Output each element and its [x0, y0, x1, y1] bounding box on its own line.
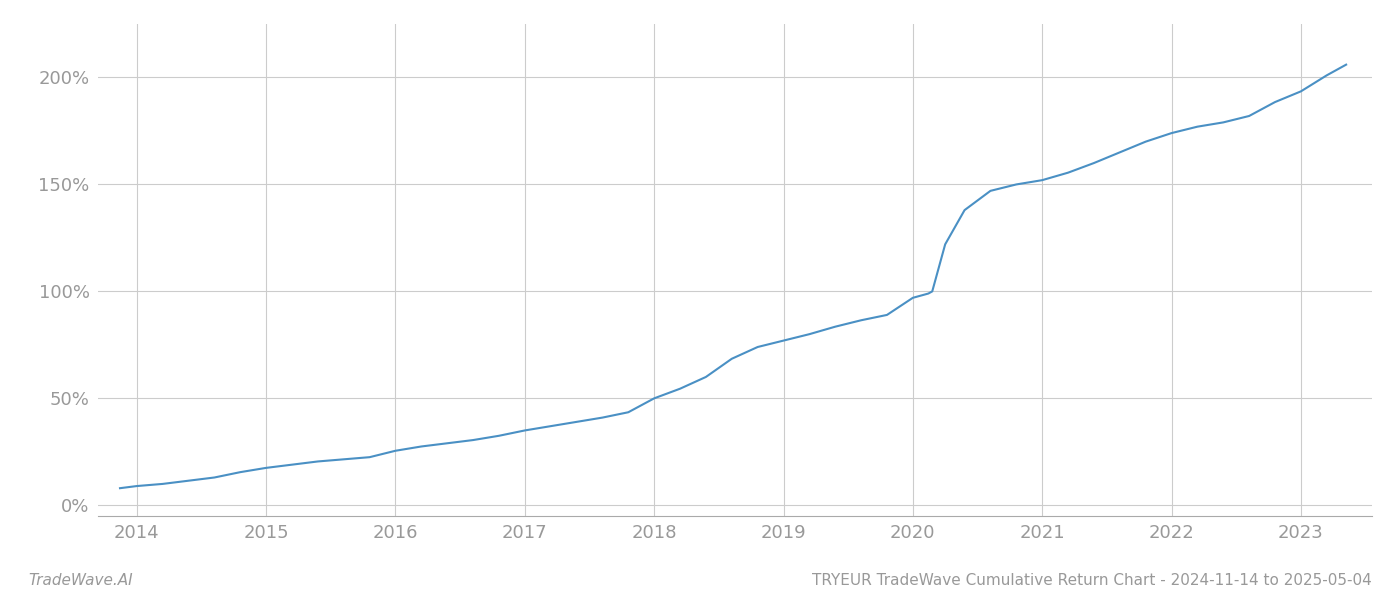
Text: TradeWave.AI: TradeWave.AI	[28, 573, 133, 588]
Text: TRYEUR TradeWave Cumulative Return Chart - 2024-11-14 to 2025-05-04: TRYEUR TradeWave Cumulative Return Chart…	[812, 573, 1372, 588]
